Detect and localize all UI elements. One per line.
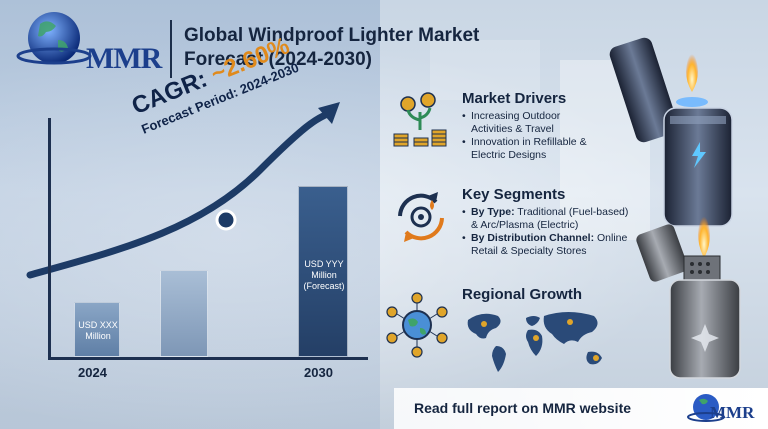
growth-arrow [26, 102, 340, 279]
money-plant-icon [393, 92, 447, 147]
logo-text: MMR [86, 42, 162, 75]
bar-2030: USD YYY Million (Forecast) [298, 186, 348, 357]
network-globe-icon [386, 292, 448, 358]
y-axis [48, 118, 51, 360]
bar-middle [160, 270, 208, 357]
title-line-2: Forecast (2024-2030) [184, 49, 372, 70]
zippo-lighter-image [636, 212, 741, 379]
regional-growth-title: Regional Growth [462, 286, 582, 303]
title-line-1: Global Windproof Lighter Market [184, 25, 480, 46]
footer-logo-text: MMR [710, 403, 755, 422]
bar-2030-label-line3: (Forecast) [303, 281, 345, 291]
bar-2024-label-line2: Million [85, 331, 111, 341]
bar-2030-label-line1: USD YYY [304, 259, 344, 269]
globe-icon [687, 394, 725, 422]
read-report-link[interactable]: Read full report on MMR website [414, 400, 632, 416]
electric-lighter-image [609, 37, 733, 227]
year-2024: 2024 [78, 365, 107, 380]
x-axis [48, 357, 368, 360]
globe-icon [16, 12, 92, 65]
key-segments: Key Segments By Type: Traditional (Fuel-… [462, 186, 628, 258]
gear-cycle-icon [398, 192, 444, 242]
world-map-icon [467, 312, 602, 372]
market-drivers: Market Drivers Increasing OutdoorActivit… [462, 90, 587, 162]
year-2030: 2030 [304, 365, 333, 380]
segment-item-1: By Type: Traditional (Fuel-based)& Arc/P… [462, 206, 628, 232]
page-title: Global Windproof Lighter Market Forecast… [184, 24, 564, 72]
bar-2030-label-line2: Million [311, 270, 337, 280]
bar-2024: USD XXX Million [74, 302, 120, 357]
footer-logo: MMR [686, 390, 764, 428]
key-segments-title: Key Segments [462, 186, 566, 203]
driver-item-2: Innovation in Refillable &Electric Desig… [462, 136, 587, 162]
regional-growth: Regional Growth [462, 286, 582, 303]
logo: MMR [14, 6, 164, 76]
background-window [430, 40, 540, 100]
footer-banner[interactable]: Read full report on MMR website MMR [394, 388, 768, 429]
bar-2024-label-line1: USD XXX [78, 320, 118, 330]
market-drivers-title: Market Drivers [462, 90, 567, 107]
arrow-point [215, 209, 237, 231]
title-divider [170, 20, 172, 78]
